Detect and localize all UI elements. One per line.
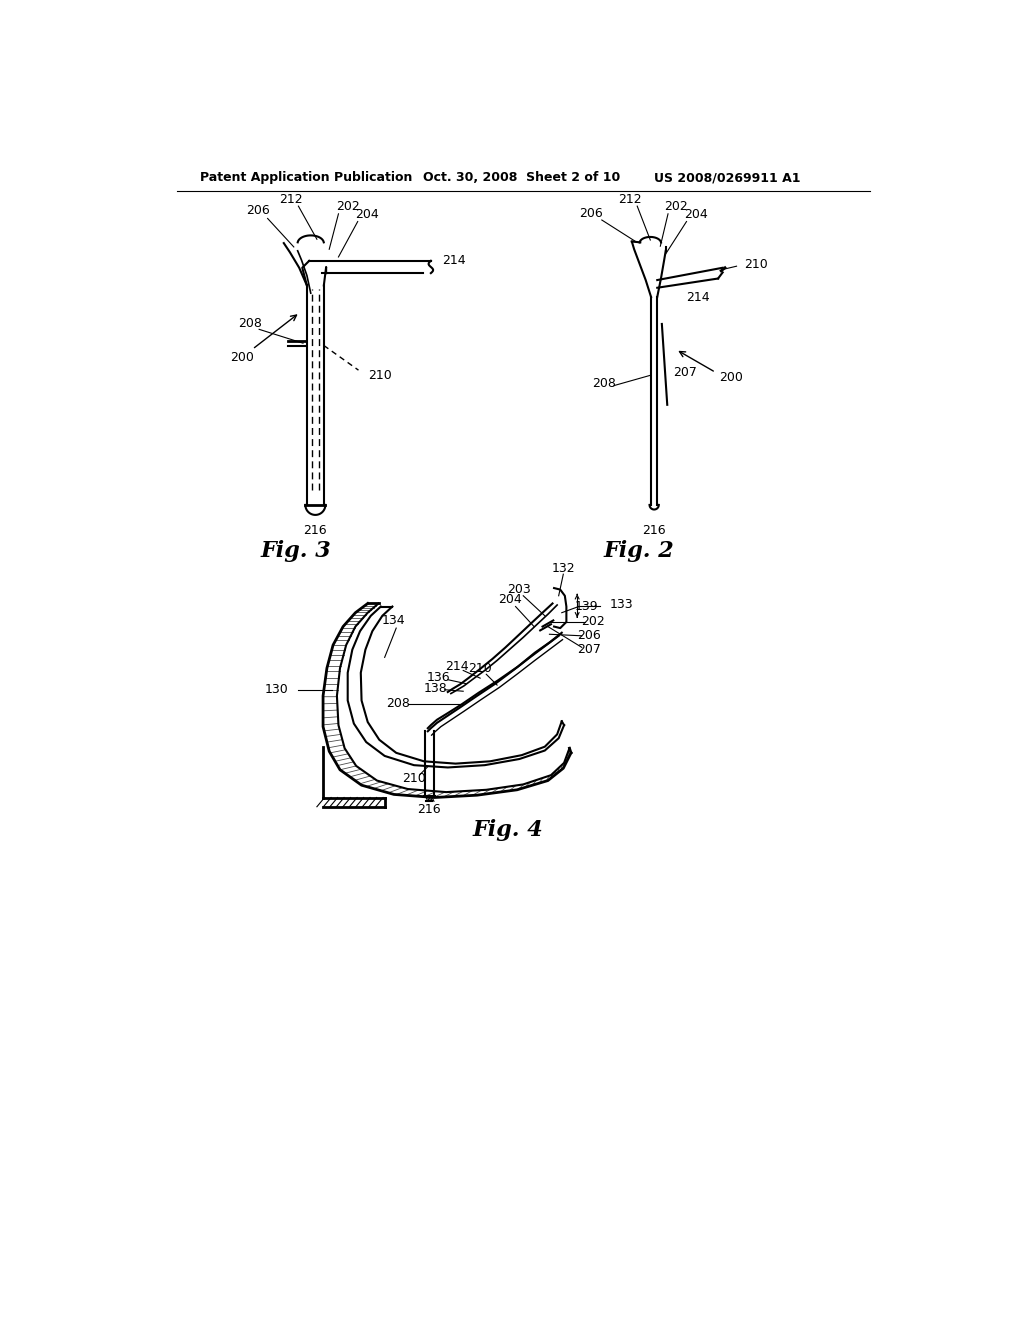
Text: 207: 207 (673, 366, 697, 379)
Text: 214: 214 (442, 255, 466, 268)
Text: 214: 214 (686, 290, 710, 304)
Text: 208: 208 (238, 317, 262, 330)
Text: 139: 139 (574, 601, 598, 612)
Text: 216: 216 (418, 804, 441, 816)
Text: 134: 134 (382, 614, 406, 627)
Text: 206: 206 (580, 207, 603, 220)
Text: 207: 207 (578, 643, 601, 656)
Text: 204: 204 (499, 593, 522, 606)
Text: 202: 202 (581, 615, 604, 628)
Text: 212: 212 (279, 193, 302, 206)
Text: 210: 210 (468, 661, 492, 675)
Text: Patent Application Publication: Patent Application Publication (200, 172, 413, 185)
Text: 210: 210 (369, 370, 392, 381)
Text: Fig. 3: Fig. 3 (261, 540, 332, 562)
Text: 200: 200 (230, 351, 254, 363)
Text: 206: 206 (247, 205, 270, 218)
Text: 208: 208 (592, 376, 616, 389)
Text: Fig. 4: Fig. 4 (472, 818, 544, 841)
Text: 214: 214 (445, 660, 469, 673)
Text: 210: 210 (744, 259, 768, 271)
Text: 208: 208 (387, 697, 411, 710)
Text: 202: 202 (664, 199, 687, 213)
Text: 136: 136 (427, 671, 451, 684)
Text: 202: 202 (336, 199, 359, 213)
Text: 203: 203 (507, 583, 530, 597)
Text: 200: 200 (719, 371, 743, 384)
Text: 132: 132 (552, 561, 575, 574)
Text: 206: 206 (578, 630, 601, 643)
Text: 204: 204 (684, 209, 708, 222)
Text: US 2008/0269911 A1: US 2008/0269911 A1 (654, 172, 801, 185)
Text: 212: 212 (617, 193, 641, 206)
Text: 216: 216 (303, 524, 328, 537)
Text: 204: 204 (355, 209, 379, 222)
Text: 210: 210 (402, 772, 426, 785)
Text: 138: 138 (424, 681, 447, 694)
Text: 133: 133 (609, 598, 633, 611)
Text: 130: 130 (264, 684, 289, 696)
Text: 216: 216 (642, 524, 666, 537)
Text: Oct. 30, 2008  Sheet 2 of 10: Oct. 30, 2008 Sheet 2 of 10 (423, 172, 621, 185)
Text: Fig. 2: Fig. 2 (603, 540, 674, 562)
